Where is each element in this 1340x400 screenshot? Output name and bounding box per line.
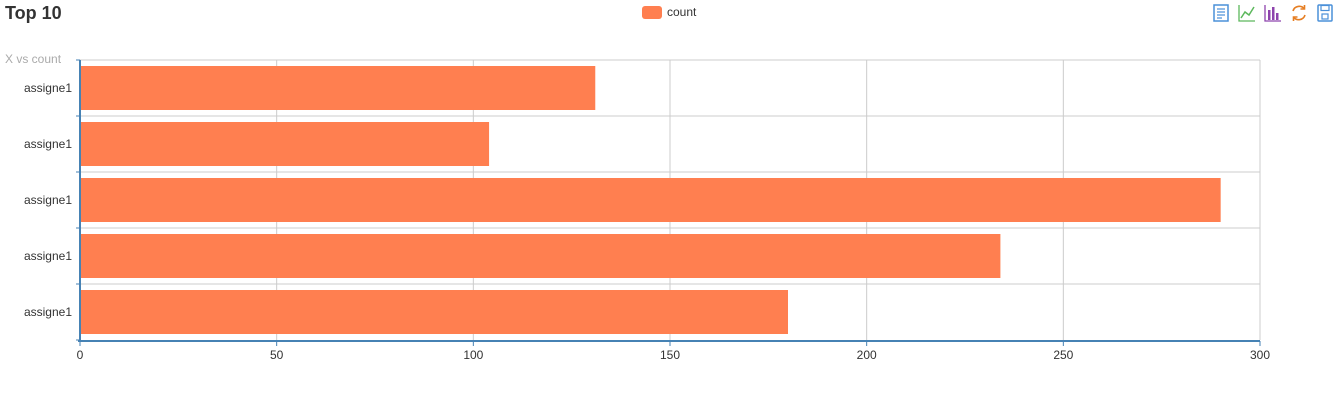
data-view-icon[interactable]: [1211, 3, 1231, 23]
toolbox: [1211, 3, 1335, 23]
x-tick-label: 50: [270, 348, 284, 362]
x-tick-label: 200: [857, 348, 877, 362]
y-tick-label: assigne1: [24, 193, 72, 207]
y-tick-label: assigne1: [24, 137, 72, 151]
bar[interactable]: [80, 122, 490, 166]
bar[interactable]: [80, 234, 1001, 278]
x-tick-label: 0: [77, 348, 84, 362]
legend-label: count: [667, 5, 697, 19]
legend[interactable]: count: [642, 5, 696, 19]
chart-subtitle: X vs count: [5, 52, 62, 66]
bar[interactable]: [80, 290, 788, 334]
save-image-icon[interactable]: [1315, 3, 1335, 23]
x-tick-label: 100: [463, 348, 483, 362]
y-tick-label: assigne1: [24, 305, 72, 319]
chart-title: Top 10: [5, 3, 62, 23]
bar[interactable]: [80, 66, 596, 110]
restore-icon[interactable]: [1289, 3, 1309, 23]
legend-swatch: [642, 5, 662, 19]
x-tick-label: 300: [1250, 348, 1270, 362]
x-tick-label: 250: [1053, 348, 1073, 362]
y-tick-label: assigne1: [24, 81, 72, 95]
bar-chart-icon[interactable]: [1263, 3, 1283, 23]
bar[interactable]: [80, 178, 1221, 222]
line-chart-icon[interactable]: [1237, 3, 1257, 23]
x-tick-label: 150: [660, 348, 680, 362]
y-tick-label: assigne1: [24, 249, 72, 263]
